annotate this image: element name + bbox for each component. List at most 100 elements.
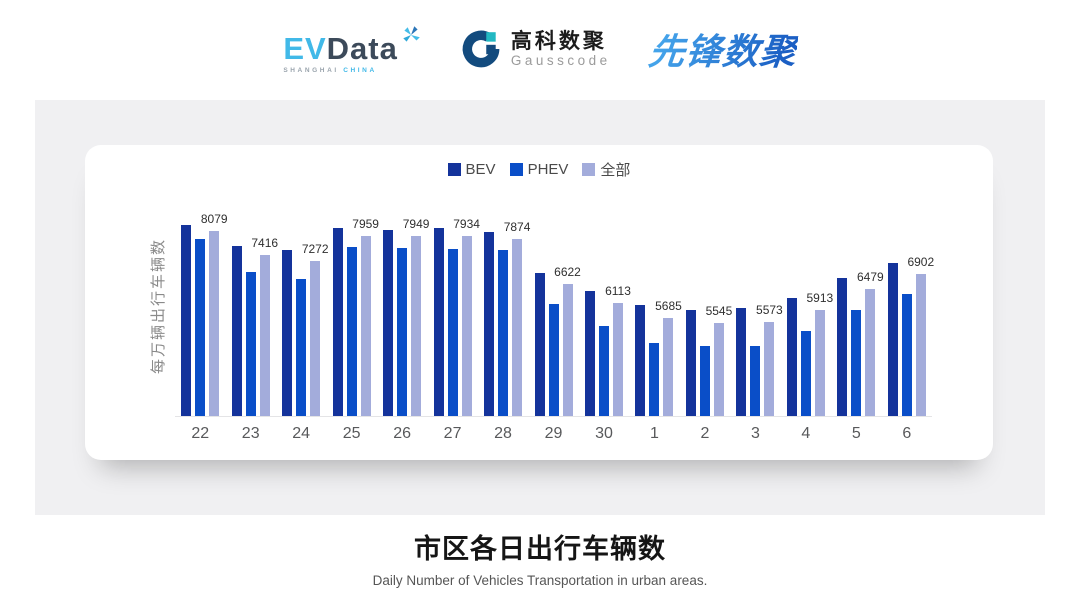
bar-all[interactable] bbox=[663, 318, 674, 416]
x-tick-label: 22 bbox=[191, 425, 210, 442]
bar-all[interactable] bbox=[461, 236, 472, 416]
bar-all[interactable] bbox=[360, 236, 371, 416]
bars bbox=[684, 310, 726, 416]
gausscode-logo: 高科数聚 Gausscode bbox=[460, 28, 611, 70]
bar-bev[interactable] bbox=[635, 305, 646, 416]
bar-group-5: 6479 bbox=[831, 195, 884, 416]
legend-swatch-bev bbox=[447, 163, 461, 176]
bar-phev[interactable] bbox=[346, 247, 357, 416]
bar-bev[interactable] bbox=[231, 246, 242, 416]
bar-group-6: 6902 bbox=[882, 195, 934, 416]
data-label: 8079 bbox=[200, 212, 228, 226]
bar-phev[interactable] bbox=[447, 249, 458, 416]
bar-phev[interactable] bbox=[699, 346, 710, 416]
bar-all[interactable] bbox=[562, 284, 573, 416]
data-label: 7272 bbox=[301, 242, 329, 256]
bar-bev[interactable] bbox=[887, 263, 898, 416]
bars bbox=[583, 291, 625, 416]
bar-bev[interactable] bbox=[534, 273, 545, 416]
bars bbox=[785, 298, 827, 416]
bar-phev[interactable] bbox=[800, 331, 811, 416]
chart-panel: BEV PHEV 全部 每万辆出行车辆数 8079 7416 7272 7959 7949 7… bbox=[35, 100, 1045, 515]
x-tick-label: 1 bbox=[650, 425, 659, 442]
bars bbox=[482, 232, 524, 416]
data-label: 7959 bbox=[352, 217, 379, 231]
evdata-wordmark: EV Data bbox=[283, 24, 422, 64]
bar-bev[interactable] bbox=[484, 232, 495, 416]
evdata-shanghai-text: SHANGHAI bbox=[283, 67, 339, 74]
bar-bev[interactable] bbox=[332, 228, 343, 416]
bar-all[interactable] bbox=[764, 322, 775, 416]
legend-swatch-all bbox=[582, 163, 596, 176]
bars bbox=[533, 273, 575, 416]
x-tick-label: 4 bbox=[801, 425, 811, 442]
bar-all[interactable] bbox=[865, 289, 876, 416]
y-axis-label: 每万辆出行车辆数 bbox=[150, 238, 167, 375]
bar-bev[interactable] bbox=[837, 278, 848, 416]
x-tick-label: 5 bbox=[851, 425, 861, 442]
bar-group-27: 7934 bbox=[427, 195, 480, 416]
x-tick-label: 26 bbox=[393, 425, 411, 442]
gausscode-cn-name: 高科数聚 bbox=[510, 29, 607, 53]
evdata-china-text: CHINA bbox=[343, 67, 377, 74]
bar-all[interactable] bbox=[310, 261, 321, 416]
bar-all[interactable] bbox=[411, 236, 422, 416]
bar-group-24: 7272 bbox=[276, 195, 329, 416]
bar-phev[interactable] bbox=[548, 304, 559, 416]
bar-bev[interactable] bbox=[181, 225, 192, 416]
bar-group-30: 6113 bbox=[579, 195, 631, 416]
bar-phev[interactable] bbox=[195, 239, 206, 416]
bar-all[interactable] bbox=[612, 303, 623, 416]
bar-all[interactable] bbox=[713, 323, 724, 416]
data-label: 5685 bbox=[655, 299, 682, 313]
pinwheel-icon bbox=[403, 26, 420, 42]
data-label: 7874 bbox=[503, 220, 531, 234]
bar-phev[interactable] bbox=[397, 248, 408, 416]
bar-bev[interactable] bbox=[736, 308, 747, 416]
bar-phev[interactable] bbox=[901, 294, 912, 416]
bars bbox=[179, 225, 221, 416]
bar-bev[interactable] bbox=[584, 291, 595, 416]
legend-label-all: 全部 bbox=[600, 162, 631, 179]
bar-bev[interactable] bbox=[383, 230, 394, 416]
bar-bev[interactable] bbox=[433, 228, 444, 416]
legend-item-phev[interactable]: PHEV bbox=[509, 161, 568, 178]
bars bbox=[381, 230, 423, 416]
bar-phev[interactable] bbox=[296, 279, 307, 416]
legend-item-bev[interactable]: BEV bbox=[447, 161, 496, 178]
bars bbox=[230, 246, 272, 416]
bar-all[interactable] bbox=[259, 255, 270, 416]
x-tick-label: 23 bbox=[241, 425, 260, 442]
bar-group-2: 5545 bbox=[680, 195, 732, 416]
gausscode-en-name: Gausscode bbox=[510, 52, 611, 68]
bar-all[interactable] bbox=[209, 231, 220, 416]
gausscode-mark-icon bbox=[462, 30, 500, 68]
page-title: 市区各日出行车辆数 bbox=[414, 534, 666, 564]
x-tick-label: 29 bbox=[544, 425, 563, 442]
x-tick-label: 30 bbox=[595, 425, 613, 442]
plot-area: 8079 7416 7272 7959 7949 7934 7874 6622 6113 5685… bbox=[175, 195, 934, 417]
data-label: 5573 bbox=[756, 303, 783, 317]
bar-all[interactable] bbox=[915, 274, 926, 416]
bar-group-3: 5573 bbox=[730, 195, 783, 416]
bar-all[interactable] bbox=[814, 310, 825, 416]
bars bbox=[331, 228, 373, 416]
x-tick-label: 24 bbox=[292, 425, 311, 442]
bar-bev[interactable] bbox=[282, 250, 293, 416]
bar-phev[interactable] bbox=[851, 310, 862, 416]
bar-all[interactable] bbox=[512, 239, 523, 416]
legend-item-all[interactable]: 全部 bbox=[582, 159, 630, 180]
bar-bev[interactable] bbox=[786, 298, 797, 416]
bar-phev[interactable] bbox=[498, 250, 509, 416]
bars bbox=[633, 305, 675, 416]
bar-phev[interactable] bbox=[245, 272, 256, 416]
bar-phev[interactable] bbox=[598, 326, 609, 416]
evdata-subtitle: SHANGHAI CHINA bbox=[283, 67, 376, 74]
bar-bev[interactable] bbox=[685, 310, 696, 416]
bar-group-22: 8079 bbox=[175, 195, 228, 416]
bar-phev[interactable] bbox=[750, 346, 761, 416]
bar-group-23: 7416 bbox=[225, 195, 278, 416]
bar-phev[interactable] bbox=[649, 343, 660, 416]
footer: 市区各日出行车辆数 Daily Number of Vehicles Trans… bbox=[0, 527, 1080, 588]
legend-swatch-phev bbox=[509, 163, 523, 176]
